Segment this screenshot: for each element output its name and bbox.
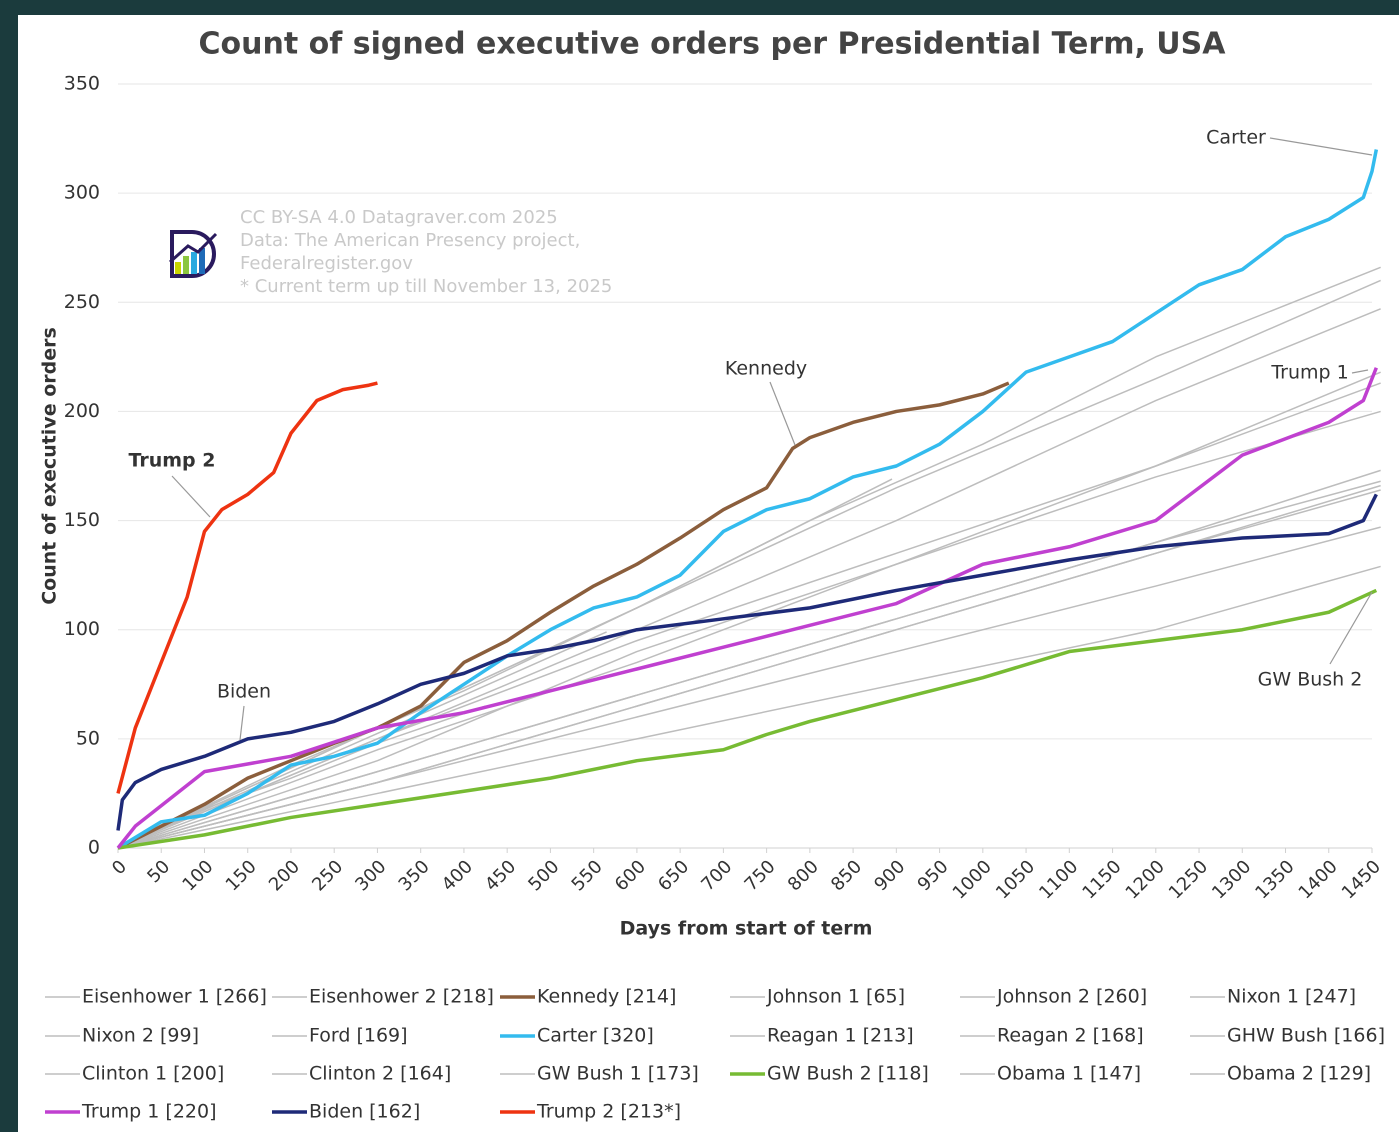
panel (18, 15, 1399, 1132)
series-line (116, 493, 1378, 831)
annotation-leader (769, 381, 796, 446)
series-line (116, 381, 378, 794)
y-tick-label: 200 (64, 400, 100, 422)
source-note: CC BY-SA 4.0 Datagraver.com 2025 (240, 207, 558, 228)
series-line (117, 631, 607, 849)
source-note: * Current term up till November 13, 2025 (240, 276, 612, 297)
legend-label: Eisenhower 1 [266] (82, 986, 267, 1008)
legend-label: Nixon 2 [99] (82, 1025, 199, 1047)
legend-label: Johnson 2 [260] (996, 986, 1147, 1008)
series-line (116, 367, 1378, 850)
annotation-leader (239, 705, 245, 741)
annotation-leader (1269, 137, 1373, 156)
annotation: Kennedy (725, 358, 807, 380)
series-line (117, 469, 1381, 849)
annotation: Trump 2 (128, 450, 215, 472)
logo (169, 230, 218, 278)
legend-label: GHW Bush [166] (1227, 1025, 1385, 1047)
y-tick-label: 250 (64, 291, 100, 313)
y-tick-label: 150 (64, 509, 100, 531)
source-note: Federalregister.gov (240, 253, 413, 274)
annotation-leader (171, 475, 211, 518)
series-line (117, 381, 1010, 850)
legend-label: Clinton 2 [164] (309, 1063, 451, 1085)
legend-label: Clinton 1 [200] (82, 1063, 224, 1085)
legend-label: Trump 2 [213*] (536, 1101, 681, 1123)
series-line (117, 565, 1381, 849)
y-tick-label: 350 (64, 73, 100, 95)
legend-label: Obama 1 [147] (997, 1063, 1141, 1085)
legend-label: GW Bush 2 [118] (767, 1063, 929, 1085)
annotation-leader (1329, 591, 1373, 665)
y-axis-label: Count of executive orders (39, 327, 61, 605)
annotation: Biden (217, 681, 271, 703)
legend-label: GW Bush 1 [173] (537, 1063, 699, 1085)
legend-label: Nixon 1 [247] (1227, 986, 1356, 1008)
annotation: Carter (1206, 127, 1266, 149)
y-tick-label: 300 (64, 182, 100, 204)
y-tick-label: 100 (64, 618, 100, 640)
series-line (117, 410, 1381, 849)
legend-label: Johnson 1 [65] (766, 986, 905, 1008)
series-line (117, 588, 1378, 850)
series-line (117, 526, 1381, 849)
legend-label: Reagan 2 [168] (997, 1025, 1144, 1047)
series-line (117, 478, 893, 849)
legend-label: Carter [320] (537, 1025, 654, 1047)
chart-title: Count of signed executive orders per Pre… (199, 27, 1227, 62)
y-tick-label: 50 (76, 727, 100, 749)
x-axis-label: Days from start of term (620, 918, 873, 940)
annotation: GW Bush 2 (1258, 669, 1363, 691)
series-line (117, 149, 1379, 850)
y-tick-label: 0 (88, 837, 100, 859)
legend-label: Biden [162] (309, 1101, 420, 1123)
legend-label: Kennedy [214] (537, 986, 676, 1008)
legend-label: Trump 1 [220] (81, 1101, 217, 1123)
legend-label: Ford [169] (309, 1025, 408, 1047)
source-note: Data: The American Presency project, (240, 230, 580, 251)
annotation-leader (1351, 369, 1369, 374)
legend-label: Eisenhower 2 [218] (309, 986, 494, 1008)
legend-label: Reagan 1 [213] (767, 1025, 914, 1047)
annotation: Trump 1 (1270, 362, 1348, 384)
legend-label: Obama 2 [129] (1227, 1063, 1371, 1085)
